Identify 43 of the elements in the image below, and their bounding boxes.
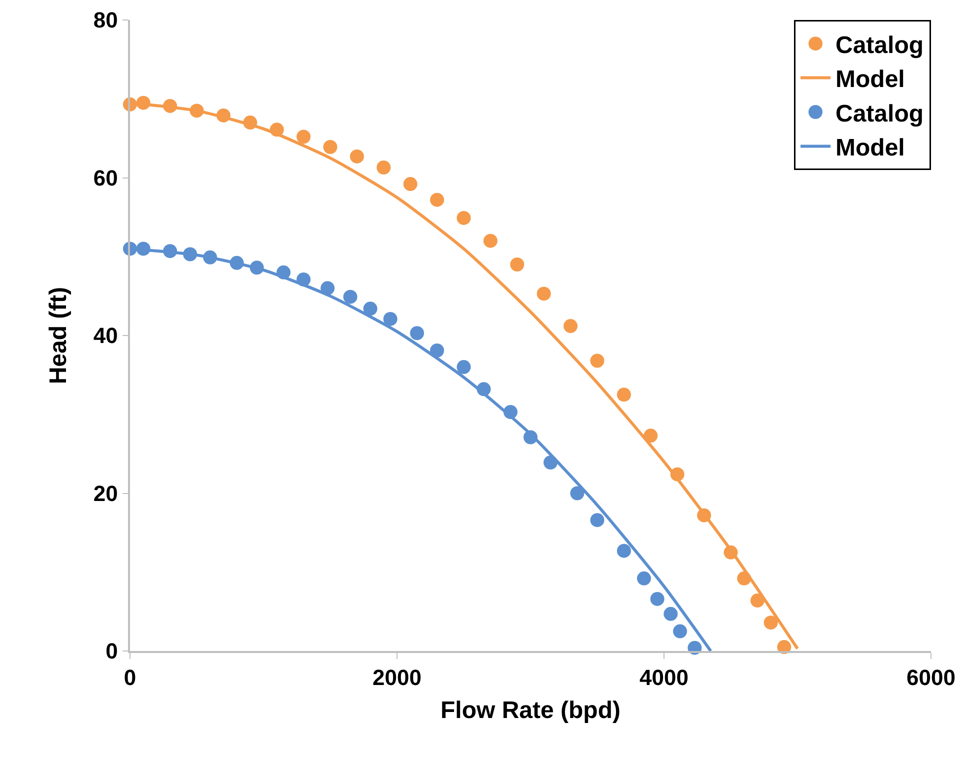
point: [456, 210, 471, 225]
point: [664, 606, 678, 621]
point: [343, 290, 358, 304]
point: [616, 388, 631, 402]
point: [350, 149, 364, 164]
point: [590, 354, 604, 368]
point: [430, 192, 444, 207]
point: [383, 312, 398, 326]
legend-label: Model: [836, 134, 905, 162]
point: [323, 140, 338, 154]
point: [570, 486, 584, 500]
legend-label: Catalog: [836, 100, 924, 128]
point: [764, 616, 778, 630]
point: [456, 360, 471, 374]
x-tick-label: 6000: [906, 665, 956, 690]
point: [430, 343, 444, 358]
x-tick-label: 0: [124, 665, 136, 690]
point: [616, 544, 631, 558]
x-tick-label: 4000: [640, 665, 688, 690]
point: [510, 258, 524, 272]
y-tick-label: 0: [106, 638, 118, 664]
y-axis-title: Head (ft): [44, 286, 72, 384]
point: [483, 234, 498, 248]
y-tick-label: 60: [93, 165, 118, 190]
x-tick-label: 2000: [372, 665, 422, 690]
legend-label: Catalog: [836, 32, 924, 59]
point: [410, 326, 424, 340]
point: [296, 130, 311, 144]
y-tick-label: 40: [93, 323, 118, 348]
point: [590, 513, 604, 528]
y-tick-label: 20: [93, 480, 118, 506]
y-tick-label: 80: [93, 8, 118, 33]
point: [564, 319, 578, 334]
point: [363, 302, 378, 316]
point: [536, 286, 551, 301]
point: [750, 594, 764, 608]
point: [636, 571, 651, 586]
point: [650, 592, 664, 606]
point: [403, 177, 418, 192]
point: [376, 160, 391, 174]
x-axis-title: Flow Rate (bpd): [440, 696, 620, 724]
point: [673, 624, 688, 638]
legend-label: Model: [836, 66, 905, 94]
